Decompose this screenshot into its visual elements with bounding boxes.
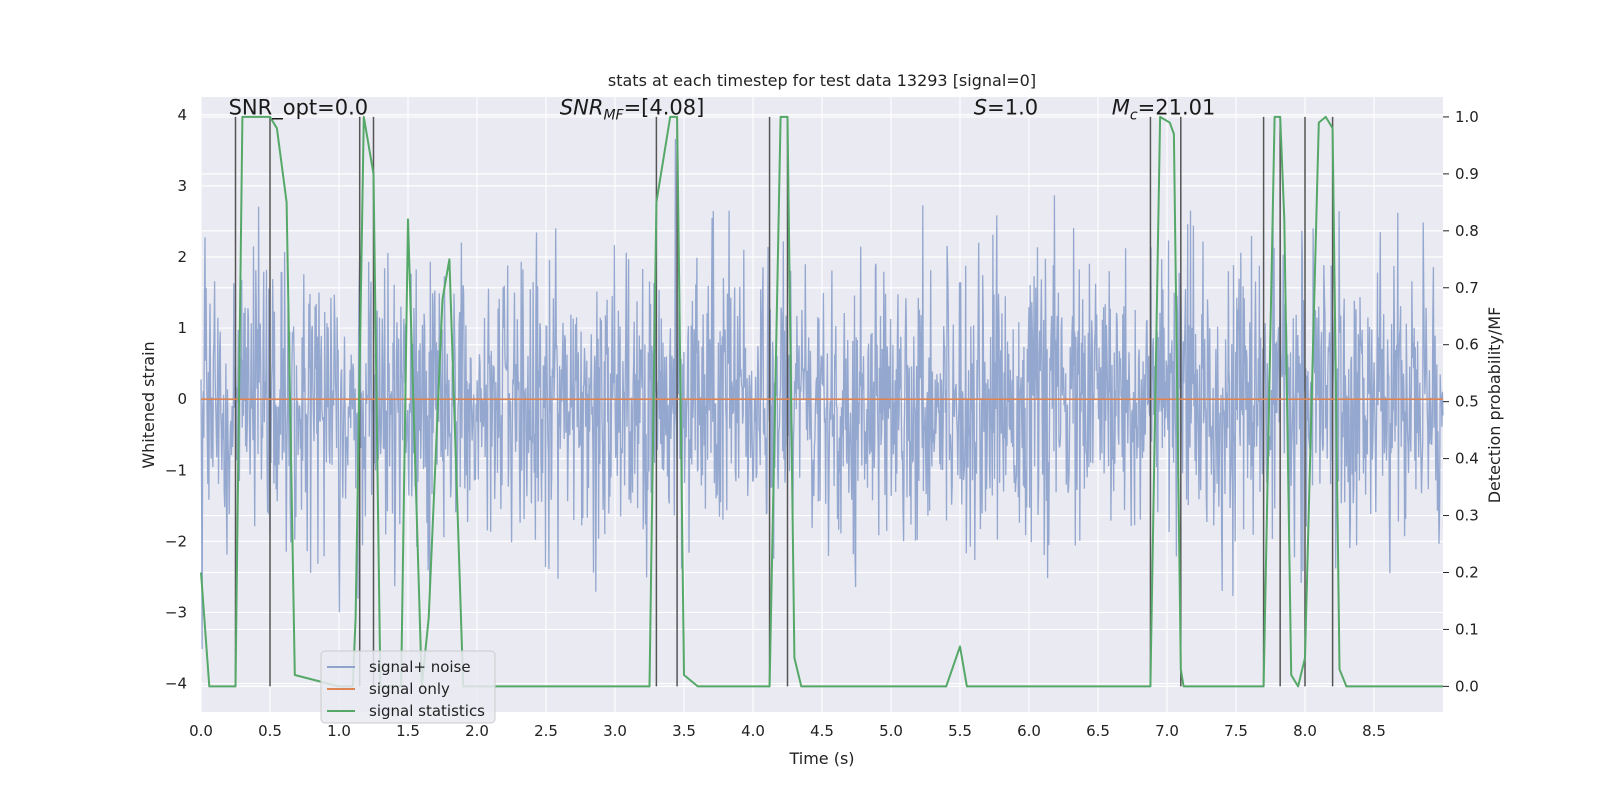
y-left-tick-label: 3	[177, 177, 187, 195]
x-tick-label: 5.5	[948, 722, 972, 740]
y-right-tick-label: 0.0	[1455, 677, 1479, 695]
y-left-tick-label: 4	[177, 106, 187, 124]
x-tick-label: 1.0	[327, 722, 351, 740]
annotations: SNR_opt=0.0 SNRMF=[4.08] S=1.0 Mc=21.01	[229, 96, 1216, 124]
annotation-label: SNR_opt=0.0	[229, 96, 369, 121]
legend-box	[320, 650, 496, 724]
y-right-tick-label: 0.5	[1455, 393, 1479, 411]
grid-lines	[200, 97, 1443, 712]
y-right-tick-label: 0.9	[1455, 165, 1479, 183]
y-right-tick-label: 0.7	[1455, 279, 1479, 297]
y-left-tick-label: 2	[177, 248, 187, 266]
annotation-label: S=1.0	[974, 96, 1038, 120]
y-right-tick-label: 0.1	[1455, 620, 1479, 638]
x-tick-label: 6.0	[1017, 722, 1041, 740]
x-tick-label: 3.5	[672, 722, 696, 740]
x-tick-label: 8.0	[1293, 722, 1317, 740]
x-tick-label: 0.0	[189, 722, 213, 740]
x-tick-label: 2.0	[465, 722, 489, 740]
y-left-tick-label: −3	[165, 603, 187, 621]
chart-title: stats at each timestep for test data 132…	[608, 71, 1036, 90]
legend: signal+ noise signal only signal statistic…	[320, 650, 496, 724]
x-tick-label: 3.0	[603, 722, 627, 740]
y-right-tick-label: 1.0	[1455, 108, 1479, 126]
y-left-axis-ticks: −4 −3 −2 −1 0 1 2 3 4	[165, 106, 187, 693]
y-right-tick-label: 0.4	[1455, 450, 1479, 468]
legend-entry: signal only	[369, 680, 450, 698]
signal-statistics-line	[200, 115, 1443, 688]
x-tick-label: 7.0	[1155, 722, 1179, 740]
x-axis-ticks: 0.0 0.5 1.0 1.5 2.0 2.5 3.0 3.5 4.0 4.5 5.0 5.5 6.0 6…	[189, 722, 1386, 740]
x-tick-label: 1.5	[396, 722, 420, 740]
y-right-tick-label: 0.6	[1455, 336, 1479, 354]
y-right-tick-label: 0.8	[1455, 222, 1479, 240]
y-right-axis-label: Detection probability/MF	[1485, 307, 1504, 504]
x-axis-label: Time (s)	[788, 749, 854, 768]
y-right-tick-label: 0.2	[1455, 563, 1479, 581]
annotation-label: SNRMF=[4.08]	[560, 96, 705, 124]
x-tick-label: 8.5	[1362, 722, 1386, 740]
annotation-label: Mc=21.01	[1112, 96, 1216, 124]
signal-noise-line	[200, 138, 1444, 650]
x-tick-label: 4.0	[741, 722, 765, 740]
x-tick-label: 5.0	[879, 722, 903, 740]
y-left-tick-label: −1	[165, 461, 187, 479]
signal-noise-series	[200, 138, 1444, 650]
y-left-axis-label: Whitened strain	[139, 341, 158, 468]
x-tick-label: 7.5	[1224, 722, 1248, 740]
legend-entry: signal statistics	[369, 702, 485, 720]
y-left-tick-label: −4	[165, 675, 187, 693]
x-tick-label: 4.5	[810, 722, 834, 740]
x-tick-label: 6.5	[1086, 722, 1110, 740]
legend-entry: signal+ noise	[369, 658, 471, 676]
y-right-tick-label: 0.3	[1455, 507, 1479, 525]
x-tick-label: 0.5	[258, 722, 282, 740]
y-left-tick-label: 1	[177, 319, 187, 337]
signal-statistics-series	[200, 115, 1443, 688]
x-tick-label: 2.5	[534, 722, 558, 740]
y-left-tick-label: 0	[177, 390, 187, 408]
y-right-axis-ticks: 0.0 0.1 0.2 0.3 0.4 0.5 0.6 0.7 0.8 0.9 1.0	[1443, 108, 1479, 695]
y-left-tick-label: −2	[165, 532, 187, 550]
